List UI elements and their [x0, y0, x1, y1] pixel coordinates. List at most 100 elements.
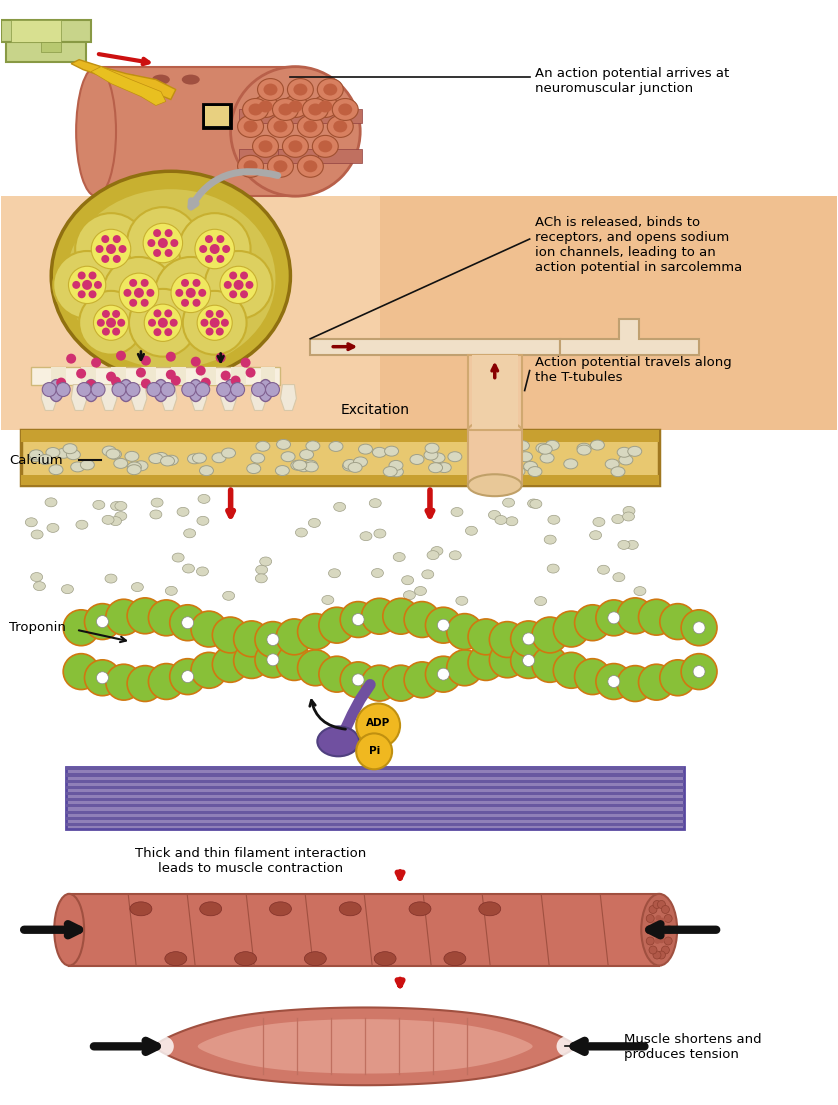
Circle shape	[267, 633, 279, 645]
Ellipse shape	[235, 72, 355, 191]
Circle shape	[141, 379, 151, 389]
Circle shape	[193, 298, 200, 307]
Ellipse shape	[626, 540, 639, 549]
Ellipse shape	[259, 380, 272, 401]
Text: Pi: Pi	[369, 746, 380, 756]
Ellipse shape	[410, 454, 424, 464]
Ellipse shape	[257, 78, 283, 101]
Circle shape	[166, 369, 176, 380]
Circle shape	[112, 327, 120, 336]
Ellipse shape	[276, 465, 289, 475]
Ellipse shape	[427, 550, 439, 559]
Ellipse shape	[150, 511, 162, 519]
Circle shape	[230, 382, 245, 397]
Circle shape	[94, 305, 128, 340]
Polygon shape	[560, 318, 699, 355]
Ellipse shape	[106, 449, 120, 459]
Circle shape	[102, 327, 110, 336]
Circle shape	[404, 662, 440, 697]
Circle shape	[447, 613, 483, 650]
Ellipse shape	[401, 576, 414, 585]
Circle shape	[78, 291, 85, 298]
Bar	[204, 106, 229, 126]
Circle shape	[171, 273, 210, 313]
Circle shape	[217, 382, 230, 397]
Circle shape	[553, 652, 589, 688]
Circle shape	[178, 213, 251, 285]
Ellipse shape	[235, 951, 256, 966]
Ellipse shape	[267, 115, 293, 137]
Circle shape	[181, 278, 189, 287]
Circle shape	[170, 239, 178, 248]
Circle shape	[266, 382, 279, 397]
Ellipse shape	[165, 587, 178, 596]
Ellipse shape	[256, 441, 270, 451]
Circle shape	[229, 272, 237, 280]
Polygon shape	[198, 1019, 533, 1074]
Circle shape	[658, 901, 665, 908]
Bar	[66, 786, 684, 789]
Circle shape	[75, 213, 147, 285]
Circle shape	[201, 378, 210, 388]
Bar	[278, 109, 323, 124]
Ellipse shape	[119, 380, 133, 401]
Ellipse shape	[318, 726, 360, 756]
Bar	[66, 804, 684, 808]
Text: Thick and thin filament interaction
leads to muscle contraction: Thick and thin filament interaction lead…	[135, 848, 366, 875]
Circle shape	[489, 642, 525, 677]
Ellipse shape	[246, 464, 261, 474]
Ellipse shape	[390, 466, 403, 476]
Circle shape	[136, 368, 146, 378]
Ellipse shape	[193, 453, 206, 463]
Ellipse shape	[115, 512, 127, 520]
Ellipse shape	[31, 530, 43, 539]
Ellipse shape	[297, 156, 323, 177]
Ellipse shape	[547, 564, 559, 573]
Circle shape	[693, 622, 705, 634]
Circle shape	[661, 905, 670, 914]
Circle shape	[277, 619, 312, 655]
Circle shape	[106, 664, 142, 701]
Ellipse shape	[70, 462, 85, 472]
Circle shape	[103, 257, 175, 329]
Circle shape	[106, 371, 116, 381]
Ellipse shape	[511, 466, 525, 476]
Circle shape	[181, 298, 189, 307]
Ellipse shape	[224, 380, 238, 401]
Ellipse shape	[465, 526, 478, 535]
Ellipse shape	[272, 98, 298, 120]
Ellipse shape	[288, 101, 303, 113]
Circle shape	[220, 266, 257, 304]
Circle shape	[63, 654, 99, 690]
Ellipse shape	[468, 474, 522, 496]
Ellipse shape	[297, 115, 323, 137]
Bar	[380, 197, 836, 431]
Circle shape	[69, 266, 106, 304]
Circle shape	[56, 378, 66, 388]
Ellipse shape	[489, 511, 500, 519]
Ellipse shape	[107, 450, 122, 460]
Ellipse shape	[544, 535, 556, 544]
Circle shape	[76, 369, 86, 379]
Ellipse shape	[328, 115, 354, 137]
Ellipse shape	[252, 95, 278, 117]
Bar	[41, 42, 61, 52]
Text: Action potential travels along
the T-tubules: Action potential travels along the T-tub…	[535, 356, 732, 383]
Circle shape	[653, 901, 661, 908]
Ellipse shape	[564, 459, 577, 469]
Bar	[203, 105, 230, 128]
Circle shape	[426, 608, 461, 643]
Circle shape	[665, 915, 672, 923]
Ellipse shape	[132, 178, 150, 188]
Circle shape	[106, 599, 142, 635]
Ellipse shape	[296, 528, 308, 537]
Bar	[66, 823, 684, 827]
Circle shape	[205, 327, 214, 336]
Ellipse shape	[252, 136, 278, 157]
Ellipse shape	[292, 460, 307, 470]
Circle shape	[89, 272, 96, 280]
Ellipse shape	[182, 75, 199, 85]
Circle shape	[319, 608, 354, 643]
Bar	[12, 20, 61, 42]
Ellipse shape	[34, 581, 45, 590]
